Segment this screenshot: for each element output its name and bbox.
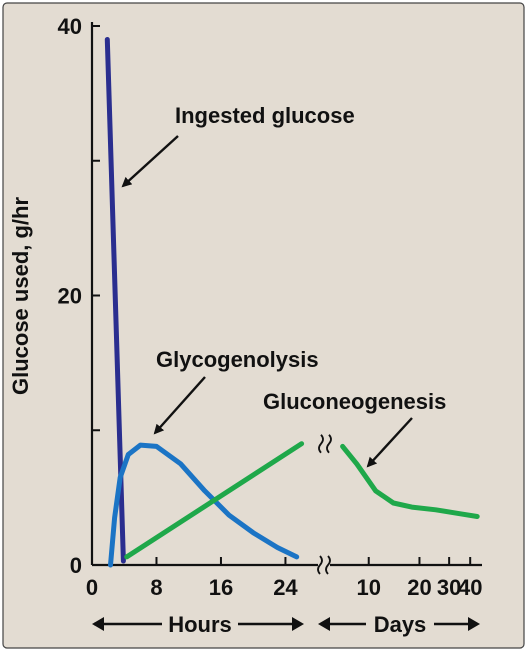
hours-arrowhead-left [92, 617, 104, 631]
series-line-gluconeogenesis-hours [124, 441, 305, 560]
arrow-gluconeogenesis [366, 417, 413, 468]
x-segment-label-days: Days [374, 612, 427, 637]
x-tick-label-hours: 0 [86, 575, 98, 600]
x-tick-label-days: 10 [356, 575, 380, 600]
x-tick-label-hours: 16 [209, 575, 233, 600]
x-tick-label-days: 40 [458, 575, 482, 600]
x-tick-label-days: 20 [407, 575, 431, 600]
curve-break [318, 434, 332, 454]
x-tick-label-days: 30 [437, 575, 461, 600]
days-arrowhead-right [468, 617, 480, 631]
annotation-ingested-glucose: Ingested glucose [175, 103, 355, 128]
y-tick-label: 0 [70, 553, 82, 578]
y-tick-label: 40 [58, 14, 82, 39]
y-axis-title: Glucose used, g/hr [8, 197, 33, 395]
arrow-ingested-glucose [121, 135, 179, 188]
days-arrowhead-left [318, 617, 330, 631]
arrow-glycogenolysis [153, 376, 206, 435]
series-line-glycogenolysis-hours [108, 442, 300, 568]
annotation-gluconeogenesis: Gluconeogenesis [263, 389, 446, 414]
series-line-gluconeogenesis-days [340, 443, 480, 519]
plot-area [104, 37, 480, 568]
hours-arrowhead-right [292, 617, 304, 631]
annotation-glycogenolysis: Glycogenolysis [156, 347, 319, 372]
x-segment-label-hours: Hours [168, 612, 232, 637]
x-tick-label-hours: 24 [273, 575, 298, 600]
x-axis-break [317, 555, 331, 575]
figure-background [2, 2, 525, 649]
y-tick-label: 20 [58, 284, 82, 309]
x-tick-label-hours: 8 [150, 575, 162, 600]
